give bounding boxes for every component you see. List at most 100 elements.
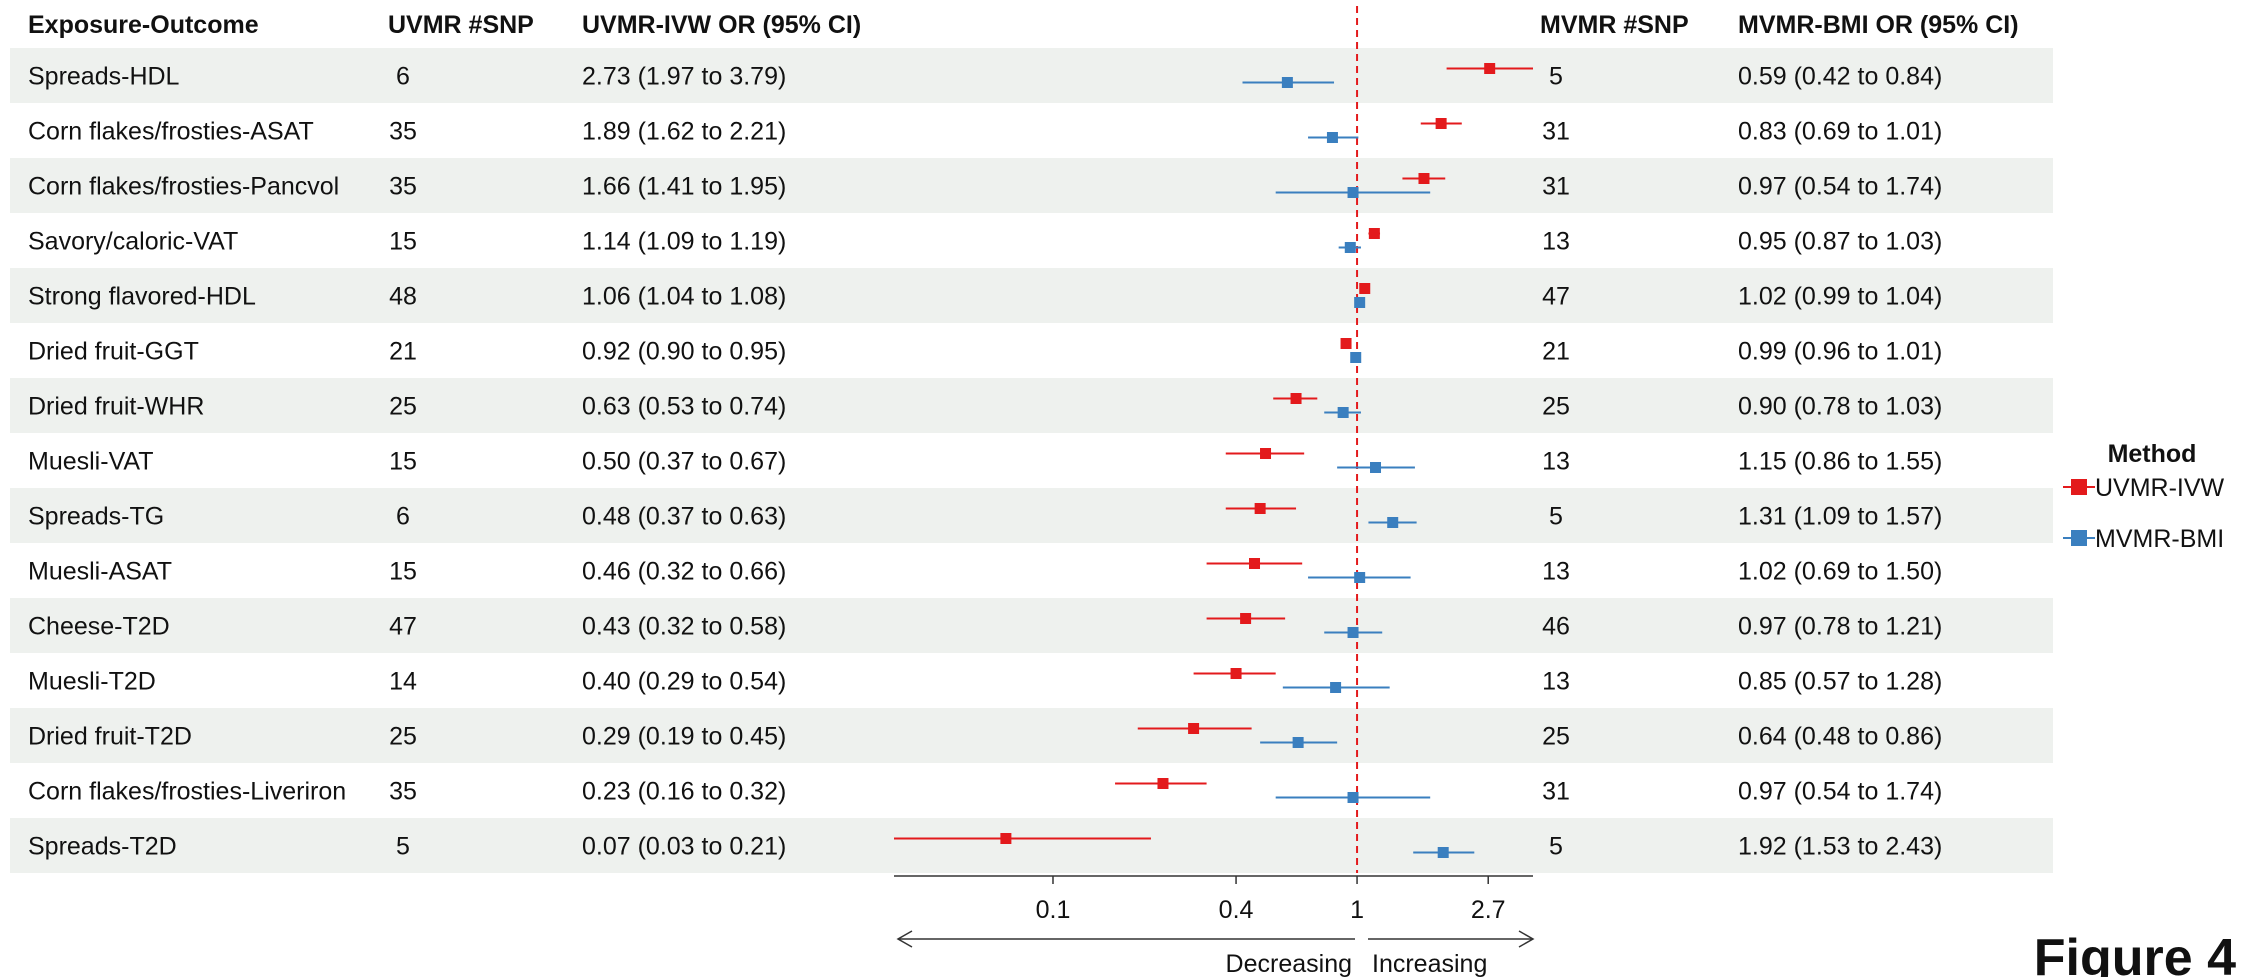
row-label: Muesli-T2D xyxy=(28,668,156,696)
table-row: Muesli-T2D 14 0.40 (0.29 to 0.54) 13 0.85 (0… xyxy=(28,668,1942,696)
uvmr-snp-cell: 21 xyxy=(389,338,417,366)
row-label: Corn flakes/frosties-Liveriron xyxy=(28,778,346,806)
mvmr-or-cell: 1.02 (0.99 to 1.04) xyxy=(1738,283,1942,311)
uvmr-or-cell: 2.73 (1.97 to 3.79) xyxy=(582,63,786,91)
legend-item-uvmr: UVMR-IVW xyxy=(2063,474,2225,502)
row-label: Savory/caloric-VAT xyxy=(28,228,238,256)
uvmr-snp-cell: 15 xyxy=(389,448,417,476)
mvmr-or-cell: 0.95 (0.87 to 1.03) xyxy=(1738,228,1942,256)
legend-uvmr-label: UVMR-IVW xyxy=(2095,474,2225,502)
table-rows: Spreads-HDL 6 2.73 (1.97 to 3.79) 5 0.59 (0.… xyxy=(28,63,1942,861)
uvmr-point xyxy=(1484,63,1496,74)
uvmr-snp-cell: 35 xyxy=(389,778,417,806)
uvmr-point xyxy=(1260,448,1272,459)
legend: Method UVMR-IVW MVMR-BMI xyxy=(2063,440,2225,553)
mvmr-point xyxy=(1370,462,1382,473)
table-row: Spreads-HDL 6 2.73 (1.97 to 3.79) 5 0.59 (0.… xyxy=(28,63,1942,91)
column-headers: Exposure-Outcome UVMR #SNP UVMR-IVW OR (… xyxy=(28,11,2019,39)
uvmr-point xyxy=(1000,833,1012,844)
uvmr-point xyxy=(1230,668,1242,679)
uvmr-snp-cell: 6 xyxy=(396,503,410,531)
row-stripe xyxy=(10,818,2053,873)
row-stripe xyxy=(10,268,2053,323)
mvmr-or-cell: 0.59 (0.42 to 0.84) xyxy=(1738,63,1942,91)
uvmr-snp-cell: 35 xyxy=(389,173,417,201)
right-arrow-head xyxy=(1518,930,1535,948)
uvmr-snp-cell: 5 xyxy=(396,833,410,861)
mvmr-or-cell: 0.90 (0.78 to 1.03) xyxy=(1738,393,1942,421)
direction-arrows: Decreasing Increasing xyxy=(896,930,1535,977)
mvmr-point xyxy=(1354,297,1366,308)
mvmr-snp-cell: 31 xyxy=(1542,778,1570,806)
row-stripe xyxy=(10,378,2053,433)
x-tick-label: 1 xyxy=(1350,896,1364,924)
mvmr-snp-cell: 13 xyxy=(1542,558,1570,586)
row-label: Dried fruit-T2D xyxy=(28,723,192,751)
uvmr-snp-cell: 25 xyxy=(389,393,417,421)
uvmr-point xyxy=(1249,558,1261,569)
row-stripe xyxy=(10,158,2053,213)
mvmr-or-cell: 0.99 (0.96 to 1.01) xyxy=(1738,338,1942,366)
table-row: Corn flakes/frosties-ASAT 35 1.89 (1.62 to… xyxy=(28,118,1942,146)
mvmr-or-cell: 1.02 (0.69 to 1.50) xyxy=(1738,558,1942,586)
mvmr-or-cell: 1.31 (1.09 to 1.57) xyxy=(1738,503,1942,531)
uvmr-snp-cell: 14 xyxy=(389,668,417,696)
row-stripes xyxy=(10,48,2053,873)
uvmr-or-cell: 1.66 (1.41 to 1.95) xyxy=(582,173,786,201)
mvmr-or-cell: 0.85 (0.57 to 1.28) xyxy=(1738,668,1942,696)
uvmr-point xyxy=(1188,723,1200,734)
row-label: Muesli-VAT xyxy=(28,448,153,476)
table-row: Cheese-T2D 47 0.43 (0.32 to 0.58) 46 0.97 (0… xyxy=(28,613,1942,641)
uvmr-or-cell: 0.48 (0.37 to 0.63) xyxy=(582,503,786,531)
x-tick-label: 0.1 xyxy=(1036,896,1071,924)
uvmr-point xyxy=(1290,393,1302,404)
uvmr-or-cell: 0.43 (0.32 to 0.58) xyxy=(582,613,786,641)
mvmr-snp-cell: 5 xyxy=(1549,833,1563,861)
row-stripe xyxy=(10,708,2053,763)
uvmr-snp-cell: 47 xyxy=(389,613,417,641)
mvmr-point xyxy=(1350,352,1362,363)
legend-mvmr-swatch xyxy=(2071,530,2087,546)
uvmr-or-cell: 1.06 (1.04 to 1.08) xyxy=(582,283,786,311)
x-tick-label: 0.4 xyxy=(1219,896,1254,924)
uvmr-point xyxy=(1157,778,1169,789)
legend-item-mvmr: MVMR-BMI xyxy=(2063,525,2224,553)
uvmr-snp-cell: 25 xyxy=(389,723,417,751)
uvmr-or-cell: 0.07 (0.03 to 0.21) xyxy=(582,833,786,861)
row-label: Corn flakes/frosties-ASAT xyxy=(28,118,314,146)
x-tick-label: 2.7 xyxy=(1471,896,1506,924)
mvmr-point xyxy=(1337,407,1349,418)
mvmr-snp-cell: 47 xyxy=(1542,283,1570,311)
row-label: Spreads-T2D xyxy=(28,833,177,861)
uvmr-or-cell: 0.50 (0.37 to 0.67) xyxy=(582,448,786,476)
table-row: Strong flavored-HDL 48 1.06 (1.04 to 1.08)… xyxy=(28,283,1942,311)
uvmr-snp-cell: 15 xyxy=(389,228,417,256)
uvmr-or-cell: 0.63 (0.53 to 0.74) xyxy=(582,393,786,421)
row-label: Strong flavored-HDL xyxy=(28,283,256,311)
table-row: Dried fruit-T2D 25 0.29 (0.19 to 0.45) 25 0.… xyxy=(28,723,1942,751)
decreasing-label: Decreasing xyxy=(1226,950,1352,977)
uvmr-or-cell: 1.89 (1.62 to 2.21) xyxy=(582,118,786,146)
table-row: Corn flakes/frosties-Liveriron 35 0.23 (0.… xyxy=(28,778,1942,806)
row-stripe xyxy=(10,598,2053,653)
mvmr-point xyxy=(1354,572,1366,583)
row-label: Dried fruit-GGT xyxy=(28,338,199,366)
header-mvmr-or: MVMR-BMI OR (95% CI) xyxy=(1738,11,2019,39)
uvmr-point xyxy=(1435,118,1447,129)
table-row: Muesli-ASAT 15 0.46 (0.32 to 0.66) 13 1.02 (… xyxy=(28,558,1942,586)
mvmr-or-cell: 0.83 (0.69 to 1.01) xyxy=(1738,118,1942,146)
x-axis-ticks: 0.1 0.4 1 2.7 xyxy=(1036,876,1506,924)
header-mvmr-snp: MVMR #SNP xyxy=(1540,11,1689,39)
table-row: Spreads-T2D 5 0.07 (0.03 to 0.21) 5 1.92 (1.… xyxy=(28,833,1942,861)
table-row: Dried fruit-WHR 25 0.63 (0.53 to 0.74) 25 0.… xyxy=(28,393,1942,421)
mvmr-point xyxy=(1437,847,1449,858)
mvmr-snp-cell: 13 xyxy=(1542,228,1570,256)
left-arrow-head xyxy=(896,930,913,948)
mvmr-point xyxy=(1387,517,1399,528)
uvmr-point xyxy=(1359,283,1371,294)
row-stripe xyxy=(10,48,2053,103)
mvmr-point xyxy=(1281,77,1293,88)
legend-mvmr-label: MVMR-BMI xyxy=(2095,525,2224,553)
mvmr-or-cell: 0.64 (0.48 to 0.86) xyxy=(1738,723,1942,751)
